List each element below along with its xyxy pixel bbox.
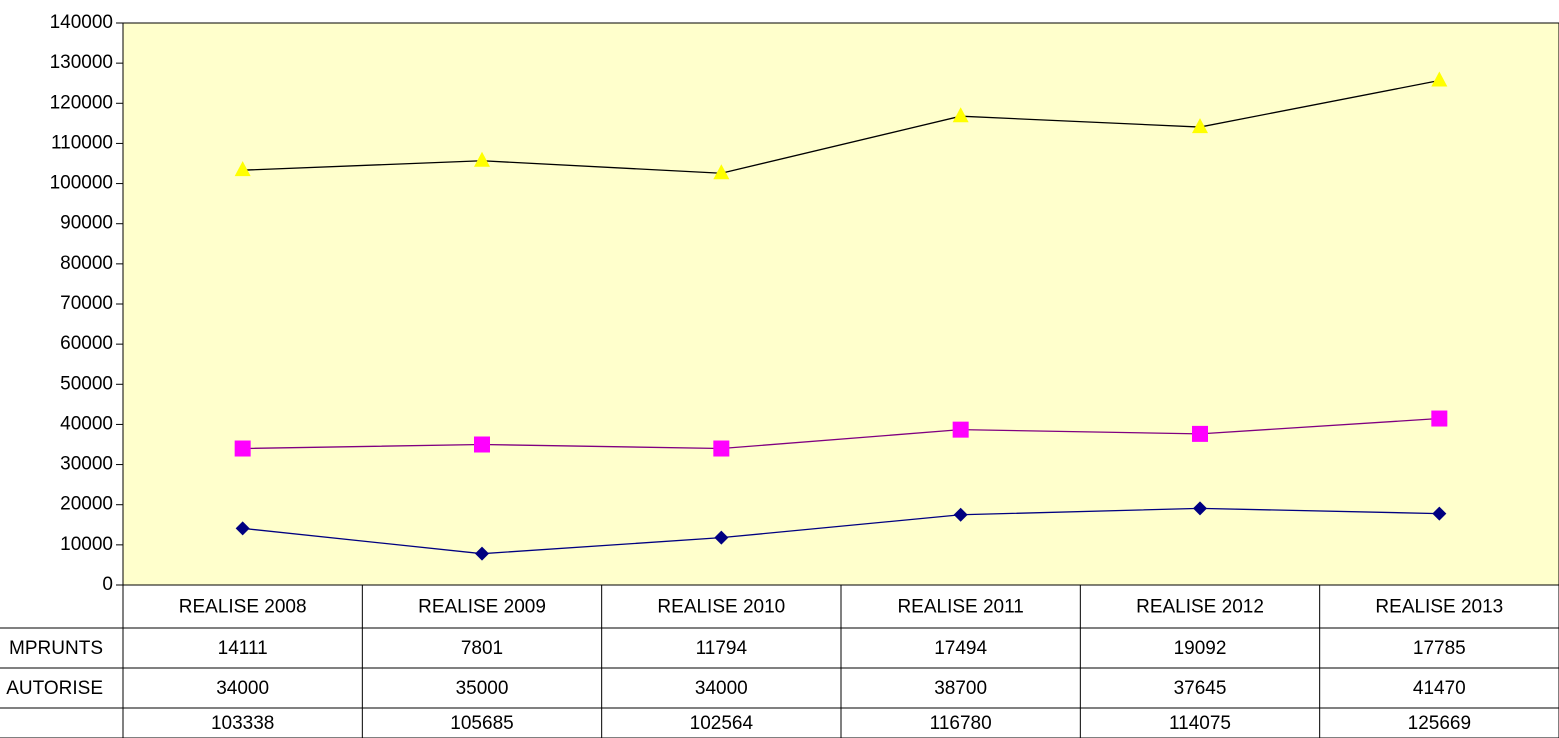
y-tick-label: 60000 xyxy=(60,333,113,354)
marker xyxy=(1192,425,1208,442)
table-value: 114075 xyxy=(1169,713,1231,734)
table-value: 125669 xyxy=(1408,713,1471,734)
y-tick-label: 20000 xyxy=(60,494,113,515)
marker xyxy=(234,440,251,457)
series-line xyxy=(242,79,1440,174)
marker xyxy=(1431,410,1448,427)
table-value: 37645 xyxy=(1174,678,1227,699)
marker xyxy=(953,507,968,522)
category-label: REALISE 2008 xyxy=(179,597,307,618)
marker xyxy=(1192,118,1208,134)
marker xyxy=(714,530,729,545)
table-value: 7801 xyxy=(461,638,503,659)
y-tick-label: 120000 xyxy=(50,92,113,113)
marker xyxy=(1432,506,1447,521)
y-tick-label: 110000 xyxy=(51,132,113,153)
series-name: AUTORISE xyxy=(6,678,103,699)
table-value: 103338 xyxy=(211,713,274,734)
table-value: 17785 xyxy=(1413,638,1466,659)
table-value: 34000 xyxy=(216,678,269,699)
y-tick-label: 140000 xyxy=(50,12,113,33)
series-name: MPRUNTS xyxy=(9,638,103,659)
plot-area xyxy=(122,22,1559,586)
table-value: 35000 xyxy=(456,678,509,699)
series-line xyxy=(242,417,1440,450)
table-value: 11794 xyxy=(696,638,748,659)
y-tick-label: 40000 xyxy=(60,413,113,434)
table-value: 17494 xyxy=(934,638,987,659)
category-label: REALISE 2012 xyxy=(1136,597,1264,618)
y-tick-label: 130000 xyxy=(50,52,113,73)
category-label: REALISE 2010 xyxy=(657,597,785,618)
y-tick-label: 90000 xyxy=(60,213,113,234)
category-label: REALISE 2011 xyxy=(897,597,1023,618)
marker xyxy=(952,421,969,438)
y-tick-label: 100000 xyxy=(50,173,113,194)
table-value: 105685 xyxy=(450,713,513,734)
y-tick-label: 50000 xyxy=(60,373,113,394)
y-tick-label: 80000 xyxy=(60,253,113,274)
marker xyxy=(952,107,969,123)
marker xyxy=(235,521,250,536)
marker xyxy=(474,151,490,167)
marker xyxy=(474,436,490,453)
y-tick-label: 10000 xyxy=(60,534,113,555)
table-value: 41470 xyxy=(1413,678,1466,699)
marker xyxy=(1193,501,1207,516)
series-line xyxy=(242,507,1440,555)
table-value: 34000 xyxy=(695,678,748,699)
marker xyxy=(713,164,730,180)
y-tick-label: 30000 xyxy=(60,454,113,475)
marker xyxy=(1431,71,1448,87)
table-value: 14111 xyxy=(218,638,268,659)
table-value: 19092 xyxy=(1174,638,1227,659)
table-value: 38700 xyxy=(934,678,987,699)
table-value: 102564 xyxy=(690,713,754,734)
marker xyxy=(234,161,251,177)
y-tick-label: 70000 xyxy=(60,293,113,314)
marker xyxy=(713,440,730,457)
y-tick-label: 0 xyxy=(102,574,113,595)
table-value: 116780 xyxy=(930,713,992,734)
category-label: REALISE 2013 xyxy=(1375,597,1503,618)
category-label: REALISE 2009 xyxy=(418,597,546,618)
marker xyxy=(475,546,489,561)
